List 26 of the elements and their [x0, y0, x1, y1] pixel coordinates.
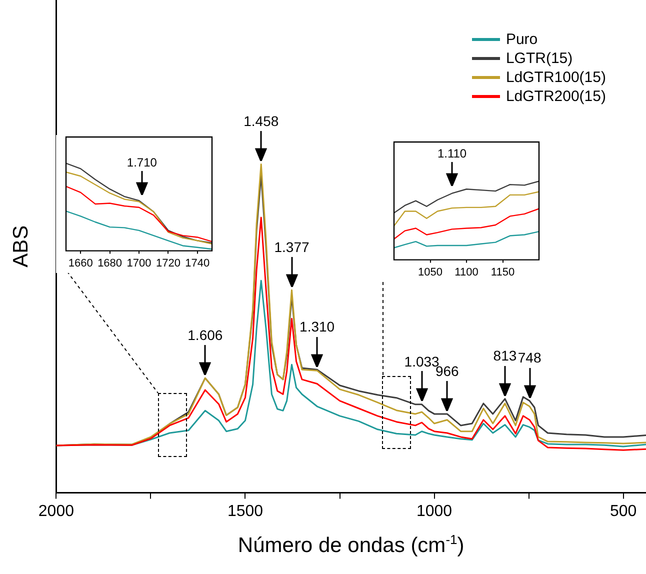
x-tick-label: 1000: [416, 502, 452, 520]
x-tick-label: 1150: [490, 266, 515, 278]
annotation: 813: [493, 348, 517, 364]
annotation: 1.377: [274, 238, 310, 255]
x-tick-label: 1720: [156, 257, 180, 270]
y-axis-title: ABS: [9, 225, 32, 268]
x-tick-label: 1740: [185, 257, 210, 270]
annotation: 1.458: [244, 113, 279, 130]
annotation: 1.606: [188, 327, 223, 343]
annotation: 1.710: [126, 156, 158, 170]
x-tick-label: 1500: [227, 502, 264, 520]
legend-label: LGTR(15): [506, 50, 573, 67]
x-axis-title: Número de ondas (cm$^{-1}$): [236, 532, 466, 558]
annotation: 1.310: [300, 318, 335, 334]
x-tick-label: 1700: [126, 257, 152, 270]
x-tick-label: 1100: [454, 266, 478, 278]
x-tick-label: 1050: [418, 266, 442, 278]
x-tick-label: 500: [610, 502, 637, 520]
annotation: 1.110: [437, 146, 467, 160]
x-tick-label: 1680: [98, 257, 122, 270]
x-tick-label: 1660: [68, 257, 93, 270]
x-tick-label: 2000: [38, 502, 74, 520]
annotation: 748: [518, 350, 542, 366]
legend-label: Puro: [506, 31, 538, 48]
legend-label: LdGTR200(15): [506, 88, 606, 105]
legend-label: LdGTR100(15): [506, 69, 606, 86]
